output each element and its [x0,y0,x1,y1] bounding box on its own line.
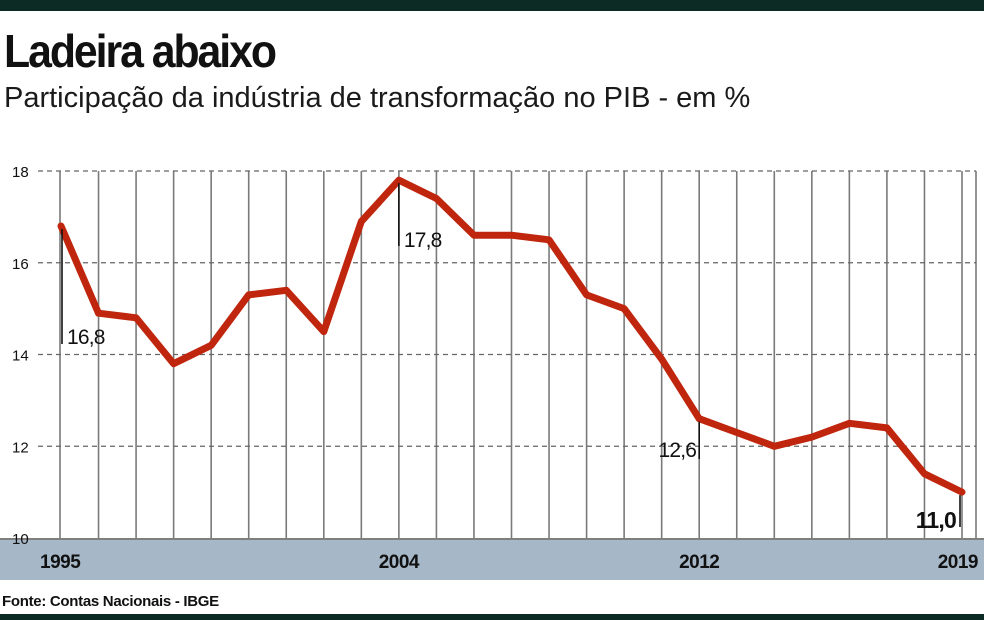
y-tick-label: 12 [12,439,29,456]
annotation-label: 17,8 [404,229,442,252]
y-tick-label: 18 [12,164,29,181]
x-axis-band [0,538,984,580]
chart-title: Ladeira abaixo [4,25,277,77]
top-frame-bar [0,0,984,11]
grid [38,170,977,538]
annotation-label: 16,8 [67,326,105,349]
axis-labels: 10 12 14 16 18 1995 2004 2012 2019 [12,164,979,573]
annotations: 16,8 17,8 12,6 11,0 [61,183,961,533]
x-tick-label: 2012 [679,552,719,573]
x-axis-band-rect [0,540,984,580]
y-tick-label: 16 [12,256,29,273]
source-note: Fonte: Contas Nacionais - IBGE [2,593,219,610]
bottom-frame-bar [0,614,984,620]
annotation-label: 12,6 [659,439,697,462]
y-tick-label: 14 [12,348,29,365]
x-tick-label: 1995 [40,552,81,573]
series-line [57,176,966,496]
series-line-layer [57,176,966,496]
line-chart: 16,8 17,8 12,6 11,0 10 12 14 16 18 1995 2004 2012 2… [0,164,984,580]
annotation-label: 11,0 [916,507,956,533]
y-tick-label: 10 [12,531,29,548]
x-tick-label: 2004 [379,552,420,573]
x-tick-label: 2019 [938,552,978,573]
chart-subtitle: Participação da indústria de transformaç… [4,82,751,114]
